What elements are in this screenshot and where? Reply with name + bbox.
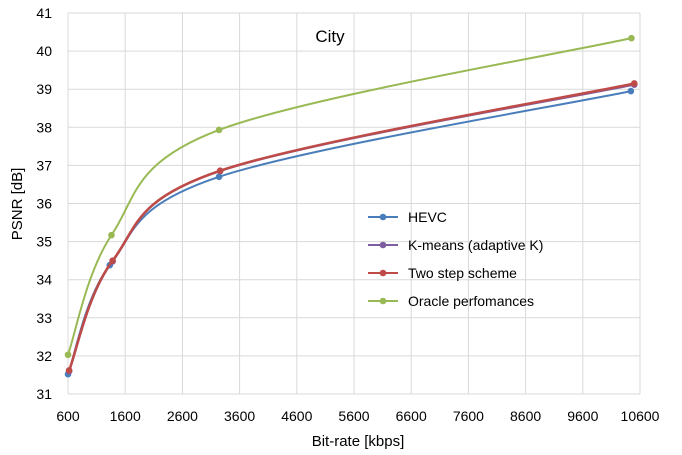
data-point-two-step-scheme xyxy=(65,367,73,374)
x-tick-label: 1600 xyxy=(110,408,141,424)
y-tick-label: 33 xyxy=(36,310,52,326)
x-tick-label: 10600 xyxy=(621,408,660,424)
data-point-oracle-perfomances xyxy=(64,351,72,359)
legend-marker-two-step-scheme xyxy=(379,269,387,277)
x-tick-label: 3600 xyxy=(224,408,255,424)
data-point-two-step-scheme xyxy=(630,80,638,87)
data-point-oracle-perfomances xyxy=(215,126,223,134)
x-tick-label: 9600 xyxy=(567,408,598,424)
x-tick-label: 5600 xyxy=(338,408,369,424)
series-line-oracle-perfomances xyxy=(67,37,632,356)
x-tick-label: 7600 xyxy=(453,408,484,424)
legend-label-k-means-adaptive-k: K-means (adaptive K) xyxy=(408,237,543,253)
legend-marker-oracle-perfomances xyxy=(379,297,387,305)
legend-marker-k-means-adaptive-k xyxy=(379,241,387,249)
y-axis-title: PSNR [dB] xyxy=(9,168,26,241)
y-tick-label: 32 xyxy=(36,348,52,364)
data-point-oracle-perfomances xyxy=(108,231,115,239)
series-lines xyxy=(64,34,638,378)
legend-label-hevc: HEVC xyxy=(408,209,447,225)
legend-label-two-step-scheme: Two step scheme xyxy=(408,265,517,281)
x-tick-label: 600 xyxy=(56,408,80,424)
data-point-two-step-scheme xyxy=(216,167,224,175)
legend: HEVC K-means (adaptive K) Two step scheme O… xyxy=(368,209,543,309)
legend-label-oracle-perfomances: Oracle perfomances xyxy=(408,293,534,309)
y-tick-label: 38 xyxy=(36,119,52,135)
data-point-two-step-scheme xyxy=(109,257,116,264)
y-tick-labels: 31 32 33 34 35 36 37 38 39 40 41 xyxy=(36,5,52,402)
data-point-oracle-perfomances xyxy=(628,34,635,42)
y-tick-label: 34 xyxy=(36,272,52,288)
x-tick-label: 4600 xyxy=(281,408,312,424)
x-tick-label: 8600 xyxy=(510,408,541,424)
data-point-hevc xyxy=(627,87,635,95)
data-point-hevc xyxy=(215,173,223,181)
y-tick-label: 41 xyxy=(36,5,52,21)
gridlines xyxy=(67,12,641,395)
y-tick-label: 39 xyxy=(36,81,52,97)
x-tick-label: 2600 xyxy=(167,408,198,424)
legend-marker-hevc xyxy=(379,213,387,221)
x-axis-title: Bit-rate [kbps] xyxy=(312,433,405,450)
y-tick-label: 37 xyxy=(36,157,52,173)
y-tick-label: 35 xyxy=(36,234,52,250)
chart-title: City xyxy=(315,27,345,46)
x-tick-label: 6600 xyxy=(396,408,427,424)
y-tick-label: 36 xyxy=(36,196,52,212)
y-tick-label: 31 xyxy=(36,386,52,402)
y-tick-label: 40 xyxy=(36,43,52,59)
x-tick-labels: 600 1600 2600 3600 4600 5600 6600 7600 8600 9600 1… xyxy=(56,408,659,424)
series-line-two-step-scheme xyxy=(67,82,635,371)
